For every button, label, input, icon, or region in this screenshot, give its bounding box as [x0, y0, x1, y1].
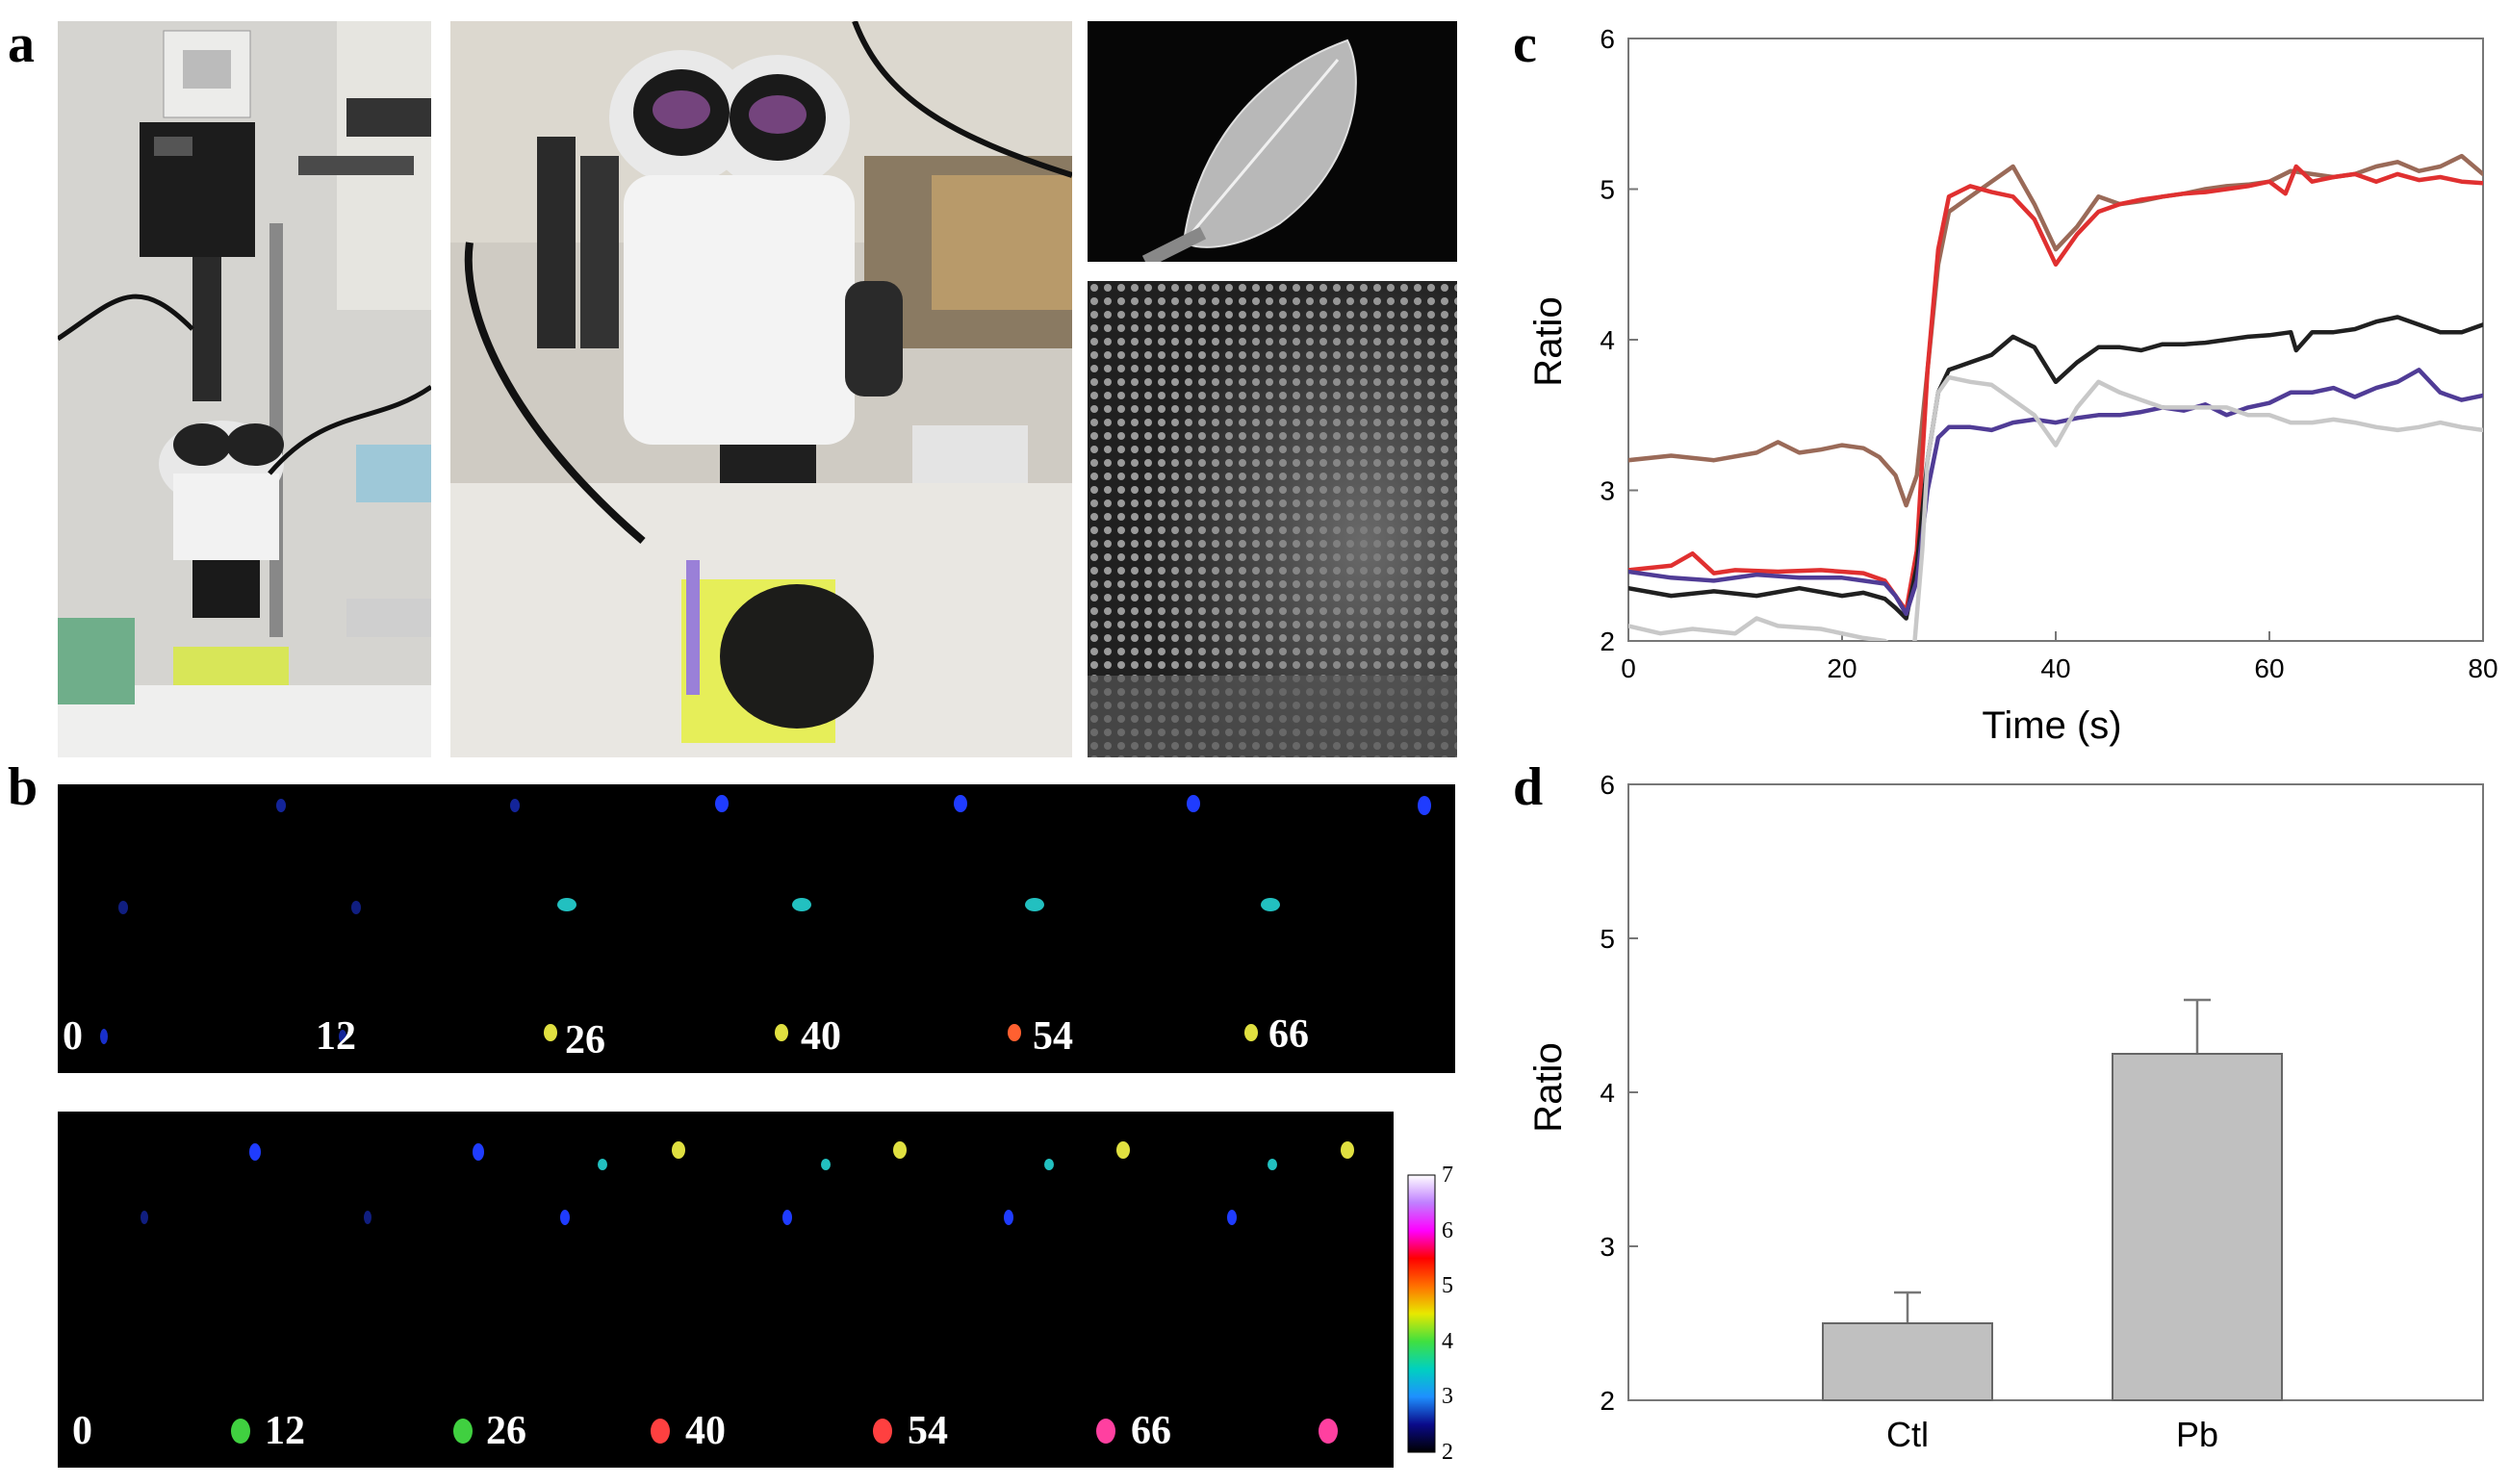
chart-d-category-label-Pb: Pb — [2176, 1415, 2218, 1454]
chart-c-series-line-3 — [1628, 315, 2483, 621]
leaf-surface-illustration — [1088, 281, 1457, 757]
chart-c-ytick-label: 3 — [1600, 476, 1615, 506]
chart-c-frame — [1627, 38, 2484, 642]
colorbar-tick-4: 4 — [1442, 1328, 1453, 1354]
imaging-strip-top-spots — [100, 795, 1431, 1044]
chart-d-ytick-label: 3 — [1600, 1232, 1615, 1262]
chart-c-xtick-label: 60 — [2254, 653, 2284, 683]
chart-c-xtick-label: 40 — [2040, 653, 2070, 683]
chart-d-frame — [1627, 783, 2484, 1401]
colorbar-gradient — [1407, 1174, 1436, 1453]
chart-d-ytick-label: 2 — [1600, 1386, 1615, 1416]
photo-leaf — [1088, 21, 1457, 262]
time-label-bottom-12: 12 — [265, 1409, 305, 1453]
time-label-bottom-0: 0 — [72, 1409, 92, 1453]
chart-c-ytick-label: 2 — [1600, 627, 1615, 656]
time-label-top-66: 66 — [1268, 1012, 1309, 1057]
chart-c-xtick-label: 0 — [1621, 653, 1636, 683]
chart-c-ylabel: Ratio — [1527, 296, 1570, 386]
panel-letter-b: b — [8, 757, 38, 817]
time-label-top-40: 40 — [801, 1014, 841, 1059]
chart-c-series-line-2 — [1628, 164, 2483, 613]
time-label-bottom-40: 40 — [685, 1409, 726, 1453]
chart-c-ytick-label: 5 — [1600, 175, 1615, 205]
chart-c-series-group — [1628, 153, 2483, 641]
colorbar-tick-6: 6 — [1442, 1217, 1453, 1243]
colorbar-tick-3: 3 — [1442, 1384, 1453, 1410]
photo-microscope-setup — [58, 21, 431, 757]
panel-letter-d: d — [1513, 757, 1544, 817]
time-label-bottom-54: 54 — [908, 1409, 948, 1453]
microscope-closeup-illustration — [450, 21, 1072, 757]
time-label-top-0: 0 — [63, 1014, 83, 1059]
chart-d-ylabel: Ratio — [1527, 1042, 1570, 1132]
colorbar-ticks: 2 3 4 5 6 7 — [1442, 1163, 1480, 1471]
chart-c: Ratio Time (s) 2 3 4 5 6 0 20 40 60 80 — [1511, 19, 2502, 751]
time-label-bottom-26: 26 — [486, 1409, 526, 1453]
imaging-strip-bottom-spots — [141, 1141, 1354, 1444]
leaf-illustration — [1088, 21, 1457, 262]
time-label-bottom-66: 66 — [1131, 1409, 1171, 1453]
chart-c-xlabel: Time (s) — [1982, 704, 2121, 747]
chart-c-ytick-label: 4 — [1600, 325, 1615, 355]
chart-c-series-line-4 — [1628, 368, 2483, 617]
chart-d-svg: Ratio 2 3 4 5 6 Ctl Pb — [1527, 770, 2484, 1454]
colorbar-tick-5: 5 — [1442, 1273, 1453, 1299]
chart-d-ytick-label: 5 — [1600, 924, 1615, 954]
microscope-setup-illustration — [58, 21, 431, 757]
photo-leaf-surface — [1088, 281, 1457, 757]
colorbar-tick-2: 2 — [1442, 1440, 1453, 1465]
chart-d-bar-Pb — [2112, 1053, 2283, 1401]
imaging-strip-bottom — [58, 1112, 1394, 1468]
panel-letter-a: a — [8, 14, 35, 74]
colorbar — [1407, 1174, 1436, 1453]
photo-microscope-closeup — [450, 21, 1072, 757]
time-label-top-12: 12 — [316, 1014, 356, 1059]
chart-d-bar-Ctl — [1822, 1322, 1993, 1401]
chart-d-ytick-label: 6 — [1600, 770, 1615, 800]
panel-letter-c: c — [1513, 14, 1537, 74]
chart-d-ytick-label: 4 — [1600, 1078, 1615, 1108]
imaging-strip-top — [58, 784, 1455, 1073]
time-label-top-26: 26 — [565, 1018, 605, 1062]
colorbar-tick-7: 7 — [1442, 1163, 1453, 1188]
chart-d-category-label-Ctl: Ctl — [1886, 1415, 1929, 1454]
time-label-top-54: 54 — [1033, 1014, 1073, 1059]
chart-d: Ratio 2 3 4 5 6 Ctl Pb — [1511, 765, 2502, 1477]
chart-c-xtick-label: 80 — [2468, 653, 2497, 683]
chart-c-ytick-label: 6 — [1600, 24, 1615, 54]
chart-c-xtick-label: 20 — [1827, 653, 1857, 683]
chart-c-series-line-5 — [1628, 374, 2483, 641]
